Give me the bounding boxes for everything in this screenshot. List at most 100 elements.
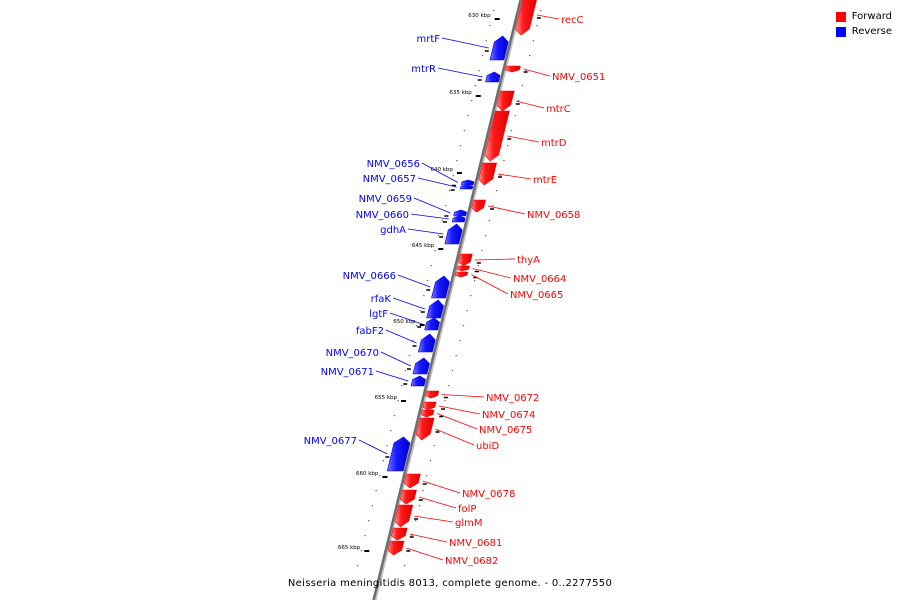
gene-label[interactable]: mtrR — [411, 64, 436, 75]
gene-mtrc[interactable] — [496, 90, 520, 112]
gene-label[interactable]: NMV_0658 — [527, 210, 580, 221]
gene-arrow[interactable] — [453, 209, 467, 217]
gene-label[interactable]: NMV_0656 — [367, 159, 420, 170]
gene-mrtf[interactable] — [484, 35, 509, 61]
gene-label[interactable]: NMV_0657 — [363, 174, 416, 185]
gene-label[interactable]: NMV_0659 — [359, 194, 412, 205]
gene-folp[interactable] — [399, 489, 423, 505]
gene-gdha[interactable] — [439, 223, 463, 245]
gene-label[interactable]: mrtF — [416, 34, 440, 45]
gene-mtre[interactable] — [478, 162, 502, 186]
gene-arrow[interactable] — [426, 299, 444, 319]
gene-label[interactable]: NMV_0672 — [486, 393, 539, 404]
gene-nmv_0666[interactable] — [426, 275, 450, 299]
gene-recc[interactable] — [515, 0, 541, 36]
gene-glmm[interactable] — [394, 504, 419, 528]
gene-arrow[interactable] — [431, 275, 450, 299]
gene-arrow[interactable] — [454, 271, 469, 278]
gene-nmv_0660[interactable] — [442, 215, 466, 223]
gene-nmv_0675[interactable] — [420, 409, 444, 418]
gene-arrow[interactable] — [489, 35, 509, 61]
gene-label[interactable]: rfaK — [371, 294, 392, 305]
gene-label[interactable]: folP — [458, 504, 476, 515]
gene-label[interactable]: lgtF — [369, 309, 388, 320]
gene-label[interactable]: NMV_0651 — [552, 72, 605, 83]
gene-arrow[interactable] — [515, 0, 537, 36]
guide-dot — [404, 565, 406, 567]
gene-nmv_0677[interactable] — [385, 436, 411, 472]
gene-label[interactable]: thyA — [517, 255, 540, 266]
gene-label[interactable]: NMV_0670 — [326, 348, 379, 359]
gene-arrow[interactable] — [390, 527, 408, 541]
gene-nmv_0672[interactable] — [425, 390, 448, 399]
gene-arrow[interactable] — [484, 110, 510, 162]
gene-ubid[interactable] — [415, 417, 440, 441]
gene-arrow[interactable] — [403, 473, 421, 489]
gene-arrow[interactable] — [417, 333, 436, 353]
gene-label[interactable]: recC — [561, 15, 584, 26]
gene-label[interactable]: glmM — [455, 518, 483, 529]
gene-label[interactable]: mtrE — [533, 175, 557, 186]
gene-label[interactable]: mtrD — [541, 138, 567, 149]
gene-nmv_0664[interactable] — [456, 265, 479, 273]
gene-arrow[interactable] — [399, 489, 417, 505]
gene-label[interactable]: NMV_0675 — [479, 425, 532, 436]
gene-arrow[interactable] — [425, 390, 440, 399]
gene-nmv_0671[interactable] — [403, 375, 426, 387]
gene-label[interactable]: NMV_0666 — [343, 271, 396, 282]
gene-arrow[interactable] — [460, 179, 475, 186]
gene-lgtf[interactable] — [417, 317, 440, 331]
gene-nmv_0657[interactable] — [450, 184, 474, 191]
gene-label[interactable]: NMV_0664 — [513, 274, 566, 285]
gene-arrow[interactable] — [420, 409, 435, 418]
gene-label[interactable]: NMV_0674 — [482, 410, 535, 421]
gene-label[interactable]: gdhA — [380, 225, 406, 236]
gene-arrow[interactable] — [410, 375, 426, 387]
gene-arrow[interactable] — [415, 417, 435, 441]
legend-item-reverse[interactable]: Reverse — [835, 24, 892, 39]
gene-fabf2[interactable] — [412, 333, 436, 353]
legend-item-forward[interactable]: Forward — [835, 9, 892, 24]
gene-arrow[interactable] — [458, 253, 473, 267]
gene-label[interactable]: NMV_0665 — [510, 290, 563, 301]
gene-nmv_0674[interactable] — [422, 401, 446, 411]
gene-arrow[interactable] — [456, 265, 470, 272]
gene-label[interactable]: NMV_0681 — [449, 538, 502, 549]
gene-arrow[interactable] — [387, 540, 405, 556]
gene-label[interactable]: NMV_0671 — [321, 367, 374, 378]
gene-label[interactable]: NMV_0660 — [356, 210, 409, 221]
gene-arrow[interactable] — [459, 184, 474, 190]
gene-label[interactable]: NMV_0682 — [445, 556, 498, 567]
gene-nmv_0670[interactable] — [406, 357, 430, 375]
gene-label[interactable]: fabF2 — [356, 326, 384, 337]
gene-nmv_0665[interactable] — [454, 271, 478, 279]
gene-nmv_0681[interactable] — [390, 527, 414, 541]
gene-nmv_0659[interactable] — [444, 209, 467, 217]
gene-arrow[interactable] — [394, 504, 414, 528]
gene-nmv_0682[interactable] — [387, 540, 411, 556]
gene-arrow[interactable] — [386, 436, 411, 472]
gene-nmv_0651[interactable] — [505, 65, 528, 73]
gene-arrow[interactable] — [424, 317, 440, 331]
scale-tick-label: 660 kbp — [356, 471, 379, 477]
gene-arrow[interactable] — [444, 223, 463, 245]
gene-thya[interactable] — [458, 253, 481, 267]
gene-label[interactable]: NMV_0678 — [462, 489, 515, 500]
gene-arrow[interactable] — [451, 215, 466, 223]
gene-label[interactable]: ubiD — [476, 441, 499, 452]
gene-nmv_0678[interactable] — [403, 473, 427, 489]
gene-arrow[interactable] — [496, 90, 515, 112]
gene-arrow[interactable] — [471, 199, 486, 213]
gene-mtrr[interactable] — [477, 71, 501, 83]
gene-mtrd[interactable] — [484, 110, 512, 162]
gene-label[interactable]: NMV_0677 — [304, 436, 357, 447]
gene-arrow[interactable] — [412, 357, 430, 375]
guide-dot — [467, 115, 469, 117]
gene-arrow[interactable] — [505, 65, 521, 73]
gene-arrow[interactable] — [478, 162, 497, 186]
gene-nmv_0658[interactable] — [471, 199, 495, 213]
gene-label[interactable]: mtrC — [546, 104, 571, 115]
gene-arrow[interactable] — [485, 71, 501, 83]
gene-arrow[interactable] — [422, 401, 437, 411]
